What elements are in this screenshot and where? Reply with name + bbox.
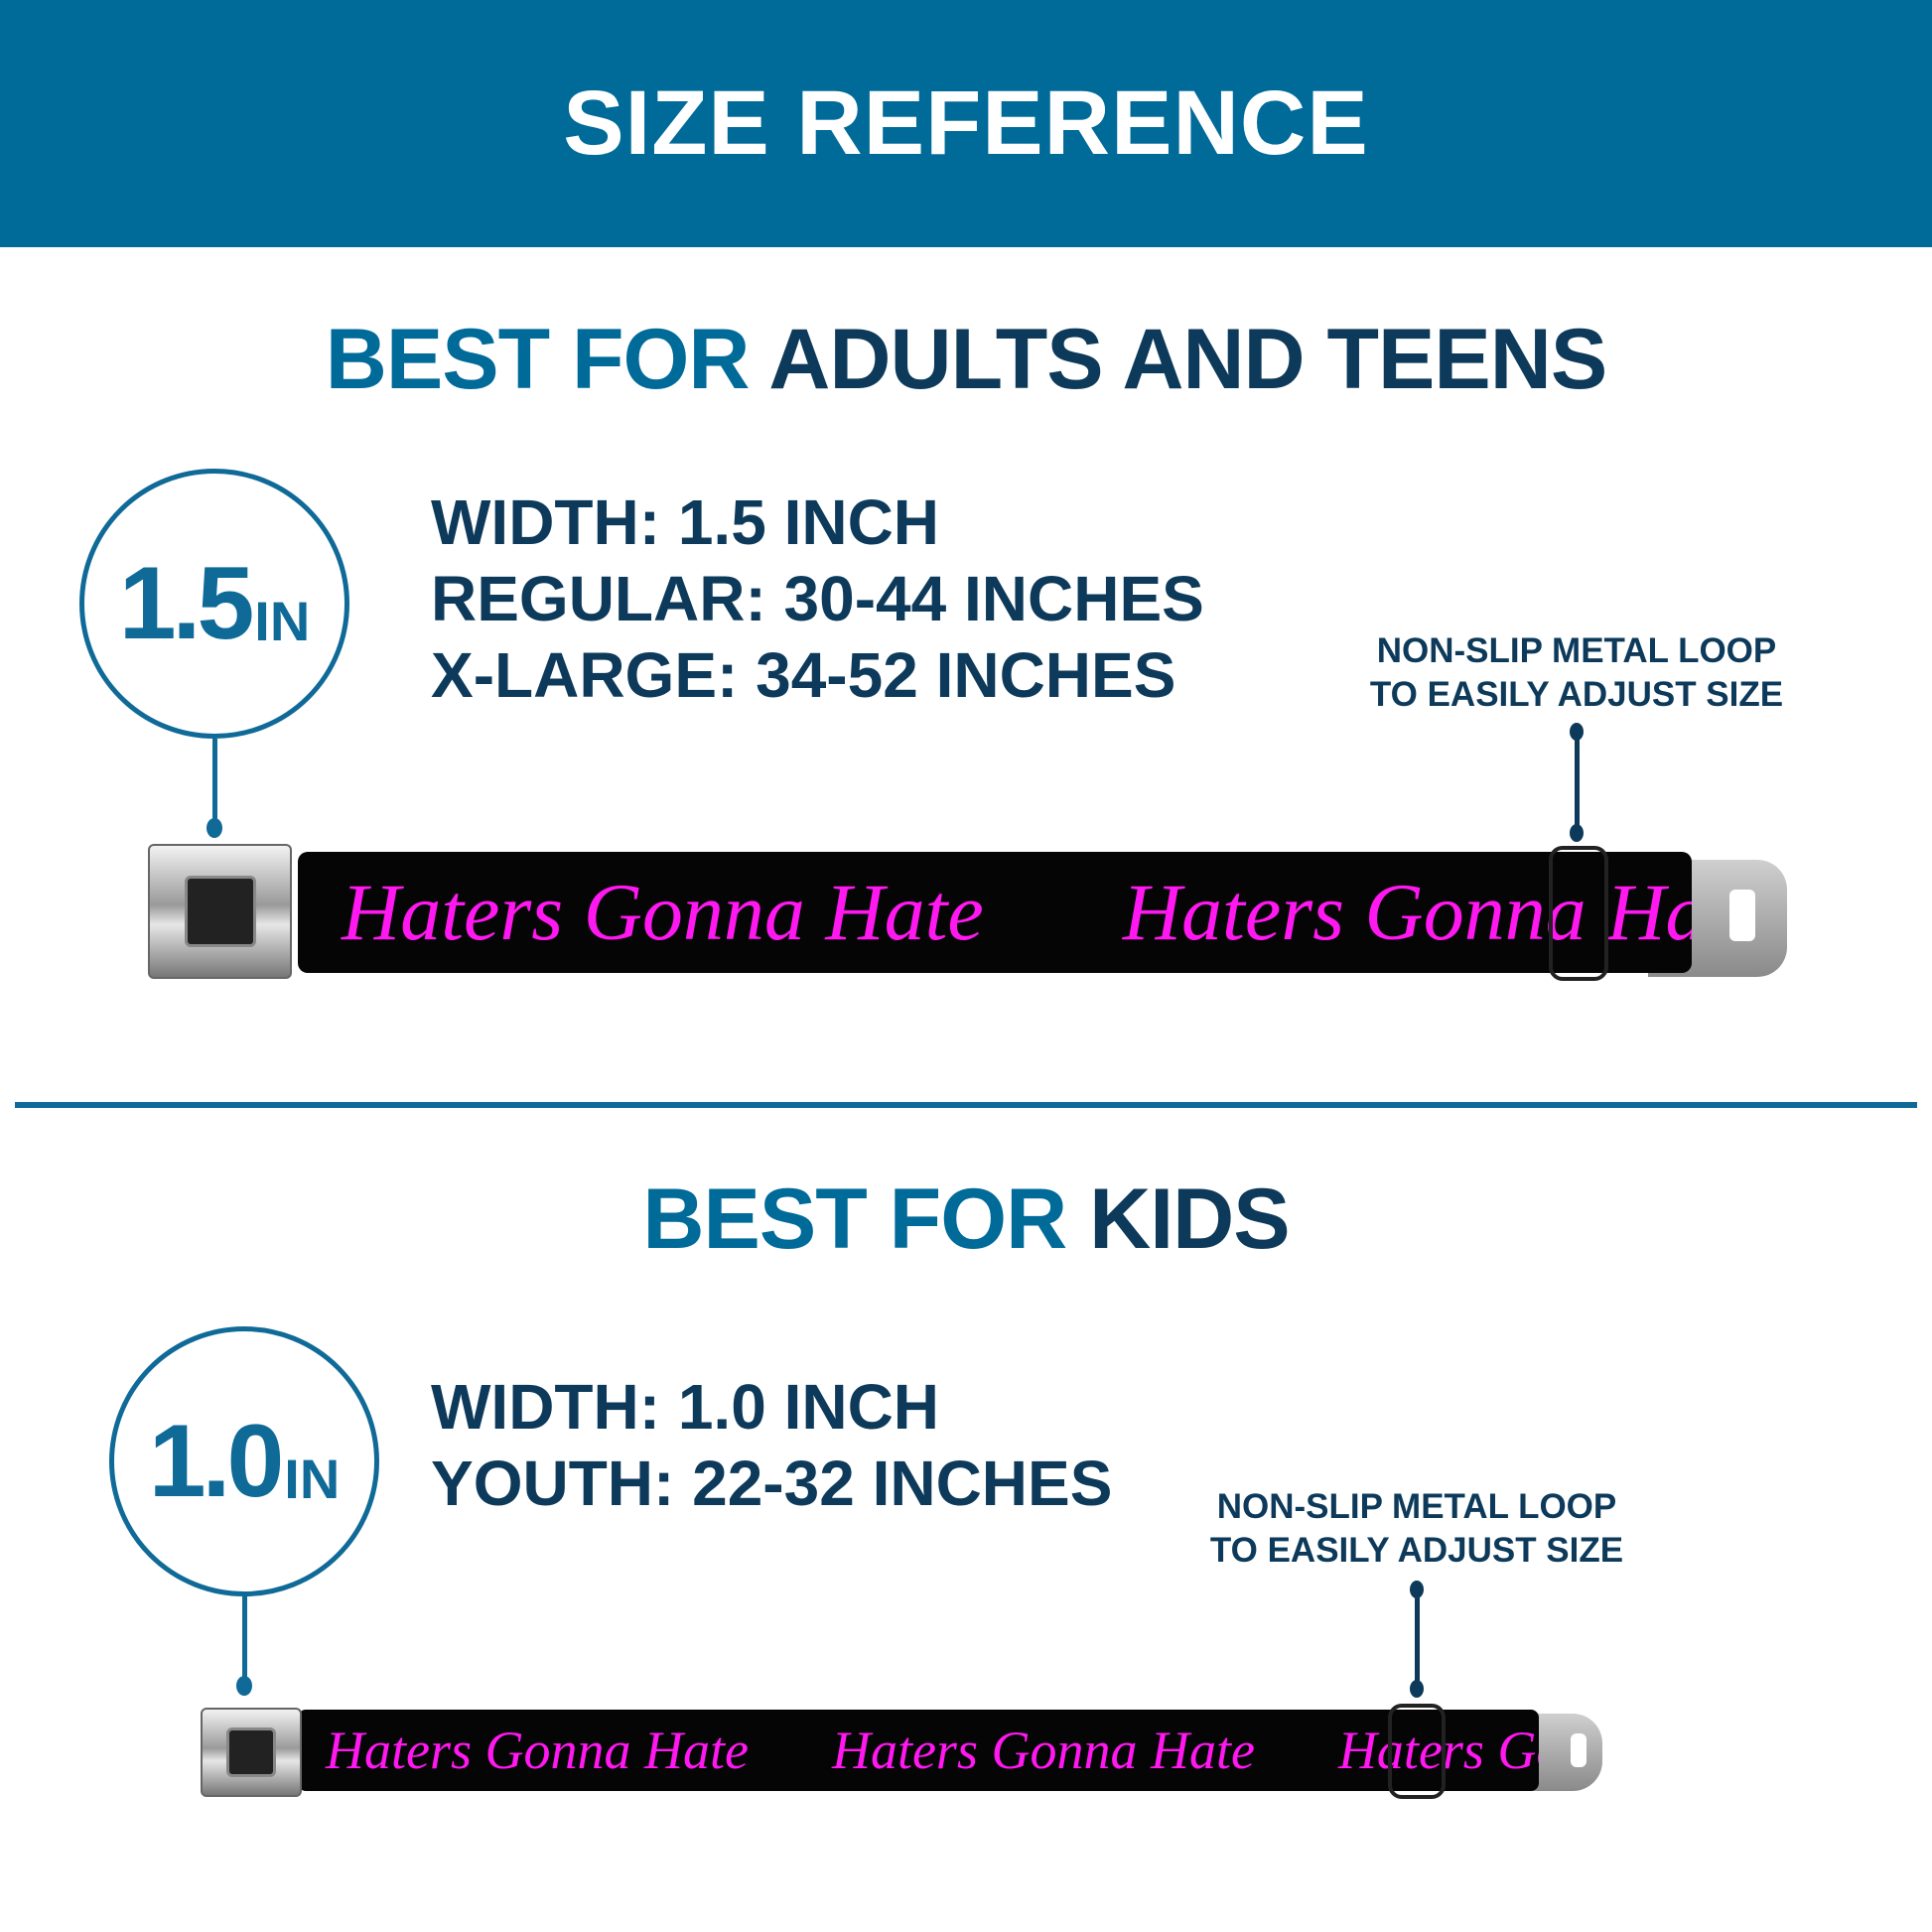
width-badge-kids: 1.0 IN: [109, 1326, 379, 1596]
note-line: TO EASILY ADJUST SIZE: [1209, 1531, 1624, 1570]
metal-loop: [1388, 1704, 1446, 1799]
belt-strap-kids: Haters Gonna Hate Haters Gonna Hate Hate…: [298, 1710, 1539, 1791]
note-line: TO EASILY ADJUST SIZE: [1369, 675, 1784, 714]
strap-print: Haters Gonna Hate: [326, 1721, 749, 1780]
badge-value: 1.0: [148, 1403, 285, 1519]
page-title: SIZE REFERENCE: [563, 72, 1369, 174]
note-dot: [1570, 723, 1584, 741]
loop-note-adults: NON-SLIP METAL LOOP TO EASILY ADJUST SIZ…: [1328, 629, 1825, 717]
note-connector: [1415, 1588, 1420, 1688]
loop-note-kids: NON-SLIP METAL LOOP TO EASILY ADJUST SIZ…: [1169, 1485, 1665, 1573]
badge-connector: [242, 1596, 247, 1684]
strap-print: Haters Gonna: [1337, 1721, 1539, 1780]
strap-print: Haters Gonna Hate: [1122, 867, 1692, 957]
spec-youth: YOUTH: 22-32 INCHES: [431, 1448, 1113, 1519]
badge-connector: [212, 739, 217, 824]
metal-loop: [1549, 846, 1608, 981]
note-dot: [1410, 1680, 1424, 1698]
spec-width: WIDTH: 1.0 INCH: [431, 1371, 939, 1443]
tab-hole: [1729, 890, 1755, 941]
buckle-adults: [148, 844, 292, 979]
strap-print: Haters Gonna Hate: [342, 867, 984, 957]
width-badge-adults: 1.5 IN: [79, 469, 349, 739]
title-main: ADULTS AND TEENS: [768, 312, 1607, 407]
connector-dot: [207, 818, 222, 838]
section-title-adults: BEST FOR ADULTS AND TEENS: [0, 310, 1932, 409]
badge-unit: IN: [284, 1447, 341, 1510]
note-connector: [1575, 733, 1580, 832]
badge-value: 1.5: [118, 545, 255, 661]
title-main: KIDS: [1089, 1172, 1290, 1267]
spec-xlarge: X-LARGE: 34-52 INCHES: [431, 639, 1176, 711]
section-divider: [15, 1102, 1917, 1108]
header-banner: [0, 0, 1932, 247]
belt-strap-adults: Haters Gonna Hate Haters Gonna Hate: [298, 852, 1692, 973]
tab-hole: [1571, 1733, 1587, 1767]
buckle-kids: [201, 1708, 302, 1797]
title-accent: BEST FOR: [642, 1172, 1067, 1267]
buckle-logo: [184, 876, 256, 947]
note-line: NON-SLIP METAL LOOP: [1216, 1487, 1617, 1526]
note-dot: [1570, 824, 1584, 842]
section-title-kids: BEST FOR KIDS: [0, 1170, 1932, 1269]
spec-regular: REGULAR: 30-44 INCHES: [431, 563, 1204, 634]
strap-print: Haters Gonna Hate: [831, 1721, 1255, 1780]
connector-dot: [236, 1676, 252, 1696]
badge-unit: IN: [254, 589, 311, 652]
note-line: NON-SLIP METAL LOOP: [1376, 631, 1777, 670]
buckle-logo: [226, 1727, 276, 1777]
title-accent: BEST FOR: [325, 312, 751, 407]
spec-width: WIDTH: 1.5 INCH: [431, 486, 939, 558]
